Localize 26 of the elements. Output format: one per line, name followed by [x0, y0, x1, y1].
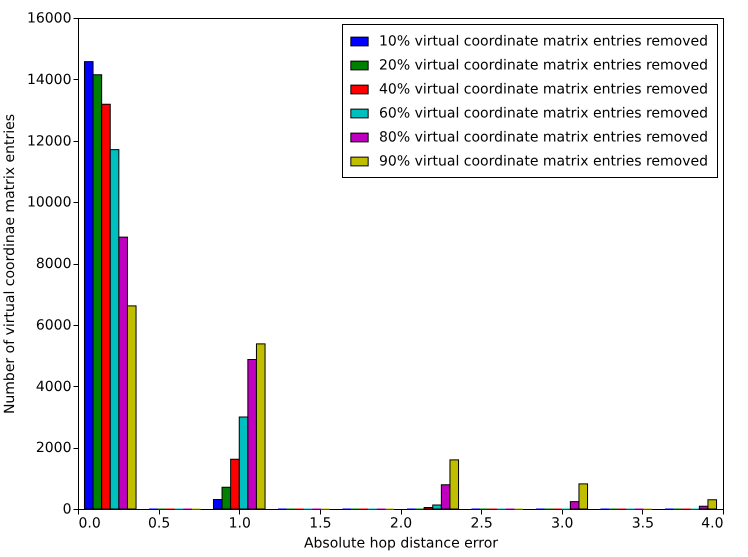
y-axis-title: Number of virtual coordinae matrix entries — [2, 114, 18, 414]
legend-label: 80% virtual coordinate matrix entries removed — [379, 130, 708, 146]
y-tick-label: 6000 — [36, 317, 72, 334]
y-tick-label: 12000 — [26, 133, 72, 150]
y-tick-label: 2000 — [36, 440, 72, 456]
legend-label: 40% virtual coordinate matrix entries removed — [379, 82, 708, 98]
x-tick-label: 4.0 — [701, 516, 724, 532]
x-tick-label: 2.0 — [390, 516, 412, 532]
x-tick-label: 1.0 — [228, 516, 251, 532]
x-tick-label: 3.0 — [551, 516, 574, 532]
y-tick-label: 4000 — [36, 378, 72, 395]
y-tick-label: 10000 — [26, 194, 72, 211]
legend-label: 90% virtual coordinate matrix entries removed — [379, 154, 708, 170]
y-tick-label: 14000 — [26, 72, 72, 88]
x-tick-label: 2.5 — [470, 516, 493, 532]
y-tick-label: 16000 — [26, 10, 72, 26]
x-tick-label: 0.5 — [148, 516, 170, 532]
legend-label: 60% virtual coordinate matrix entries removed — [379, 106, 708, 122]
x-tick-label: 1.5 — [309, 516, 332, 532]
y-tick-label: 0 — [62, 502, 72, 518]
legend-label: 10% virtual coordinate matrix entries removed — [379, 34, 708, 50]
y-tick-label: 8000 — [36, 256, 72, 272]
legend-label: 20% virtual coordinate matrix entries removed — [379, 58, 708, 74]
x-tick-label: 3.5 — [632, 516, 654, 532]
x-axis-title: Absolute hop distance error — [304, 536, 498, 552]
x-tick-label: 0.0 — [78, 516, 101, 532]
